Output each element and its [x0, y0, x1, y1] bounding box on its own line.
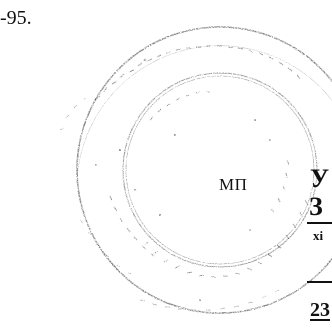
seal-place-label: МП [219, 175, 248, 194]
cut-off-text-fragment: 23 [310, 299, 330, 321]
cut-off-text-fragment: У [310, 164, 330, 193]
cut-off-underline [307, 281, 332, 283]
cut-off-text-fragment: хі [313, 228, 324, 243]
cut-off-text-fragment: З [309, 192, 323, 221]
cut-off-underline [307, 222, 332, 224]
text-fragment-top: -95. [0, 7, 32, 29]
